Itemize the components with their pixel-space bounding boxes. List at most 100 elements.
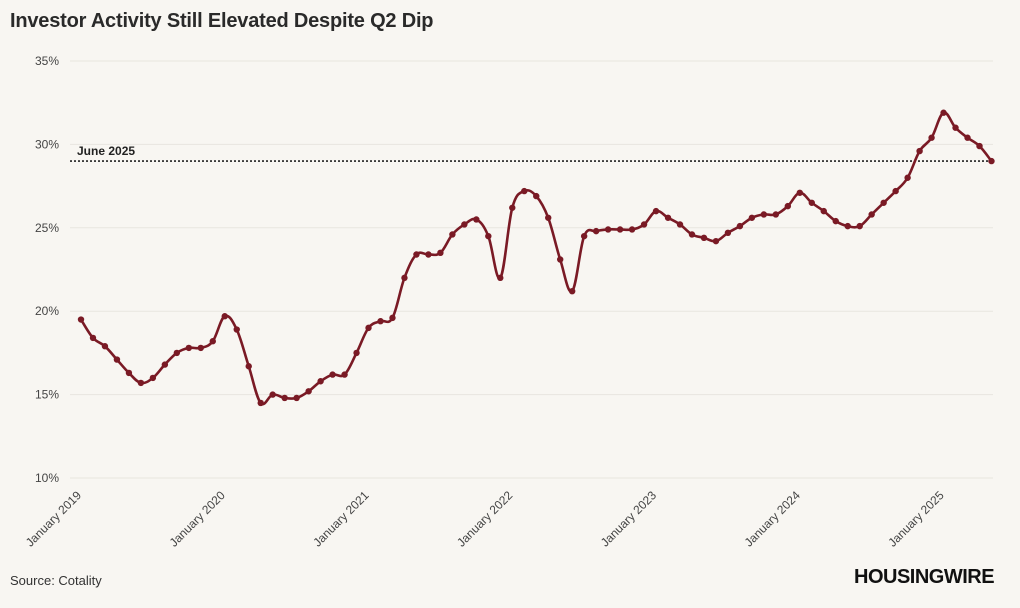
data-point xyxy=(449,231,456,238)
data-point xyxy=(760,211,768,218)
data-point xyxy=(940,109,947,116)
y-tick-label: 30% xyxy=(35,137,59,151)
data-point xyxy=(545,214,552,221)
data-point xyxy=(736,222,744,230)
data-point xyxy=(221,313,228,320)
x-tick-label: January 2023 xyxy=(598,488,660,550)
data-point xyxy=(245,363,252,370)
data-point xyxy=(173,349,181,357)
reference-line-label: June 2025 xyxy=(77,144,135,158)
data-point xyxy=(928,134,935,141)
data-point xyxy=(904,174,911,181)
data-point xyxy=(784,202,792,210)
series-group xyxy=(77,109,995,407)
data-point xyxy=(365,324,372,332)
data-point xyxy=(233,326,240,333)
data-point xyxy=(329,371,336,378)
data-point xyxy=(676,221,684,228)
data-point xyxy=(485,232,492,240)
data-point xyxy=(185,344,193,352)
data-point xyxy=(856,222,863,230)
data-point xyxy=(664,214,672,221)
x-tick-label: January 2019 xyxy=(23,488,85,550)
data-point xyxy=(497,274,504,282)
data-point xyxy=(976,142,983,150)
x-tick-label: January 2021 xyxy=(310,488,372,550)
data-point xyxy=(149,374,157,382)
data-point xyxy=(521,187,528,195)
data-point xyxy=(425,251,432,258)
data-point xyxy=(880,199,887,206)
data-point xyxy=(557,256,564,263)
y-tick-label: 25% xyxy=(35,221,59,235)
data-point xyxy=(568,287,576,295)
data-point xyxy=(341,371,348,378)
data-point xyxy=(652,207,660,215)
data-point xyxy=(844,222,851,230)
data-point xyxy=(604,226,612,233)
data-point xyxy=(688,231,696,238)
data-point xyxy=(628,226,636,233)
gridlines xyxy=(70,60,993,479)
data-point xyxy=(892,187,899,195)
data-point xyxy=(401,274,408,282)
series-line xyxy=(79,111,993,406)
data-point xyxy=(77,316,85,323)
data-point xyxy=(748,214,756,221)
data-point xyxy=(640,221,648,228)
data-point xyxy=(988,157,995,165)
data-point xyxy=(461,221,468,228)
data-point xyxy=(389,314,396,322)
data-point xyxy=(916,147,923,155)
data-point xyxy=(724,229,732,237)
data-point xyxy=(473,216,480,223)
x-tick-label: January 2024 xyxy=(742,488,804,550)
data-point xyxy=(413,251,420,258)
data-point xyxy=(808,199,815,206)
data-point xyxy=(317,378,324,385)
x-axis-ticks: January 2019 January 2020 January 2021 Janu… xyxy=(23,488,947,550)
data-point xyxy=(305,388,312,395)
data-point xyxy=(712,237,720,245)
data-point xyxy=(820,207,827,215)
data-point xyxy=(616,226,624,233)
y-tick-label: 15% xyxy=(35,388,59,402)
data-point xyxy=(437,249,444,257)
data-point xyxy=(772,211,780,218)
data-point xyxy=(161,361,169,368)
data-point xyxy=(509,204,516,211)
data-point xyxy=(580,232,588,240)
data-point xyxy=(353,349,360,357)
y-tick-label: 10% xyxy=(35,471,59,485)
data-point xyxy=(257,399,264,407)
data-point xyxy=(832,217,839,225)
y-tick-label: 20% xyxy=(35,304,59,318)
data-point xyxy=(533,192,540,200)
data-point xyxy=(89,334,97,342)
housingwire-logo: HOUSINGWIRE xyxy=(854,566,995,588)
data-point xyxy=(269,391,276,398)
x-tick-label: January 2020 xyxy=(167,488,229,550)
y-axis-ticks: 10% 15% 20% 25% 30% 35% xyxy=(35,54,59,485)
data-point xyxy=(952,124,959,131)
data-point xyxy=(281,394,288,402)
data-point xyxy=(101,343,109,350)
x-tick-label: January 2022 xyxy=(454,488,516,550)
data-point xyxy=(700,234,708,242)
reference-line-group: June 2025 xyxy=(70,144,993,162)
data-point xyxy=(125,369,133,377)
data-point xyxy=(796,189,803,196)
data-point xyxy=(377,318,384,325)
data-point xyxy=(197,344,204,352)
source-note: Source: Cotality xyxy=(10,573,102,588)
chart-title: Investor Activity Still Elevated Despite… xyxy=(10,10,434,32)
data-point xyxy=(293,394,300,402)
data-point xyxy=(209,338,216,345)
y-tick-label: 35% xyxy=(35,54,59,68)
data-point xyxy=(137,379,145,387)
data-point xyxy=(868,211,875,218)
x-tick-label: January 2025 xyxy=(885,488,947,550)
data-point xyxy=(964,134,971,141)
data-point xyxy=(592,227,600,235)
